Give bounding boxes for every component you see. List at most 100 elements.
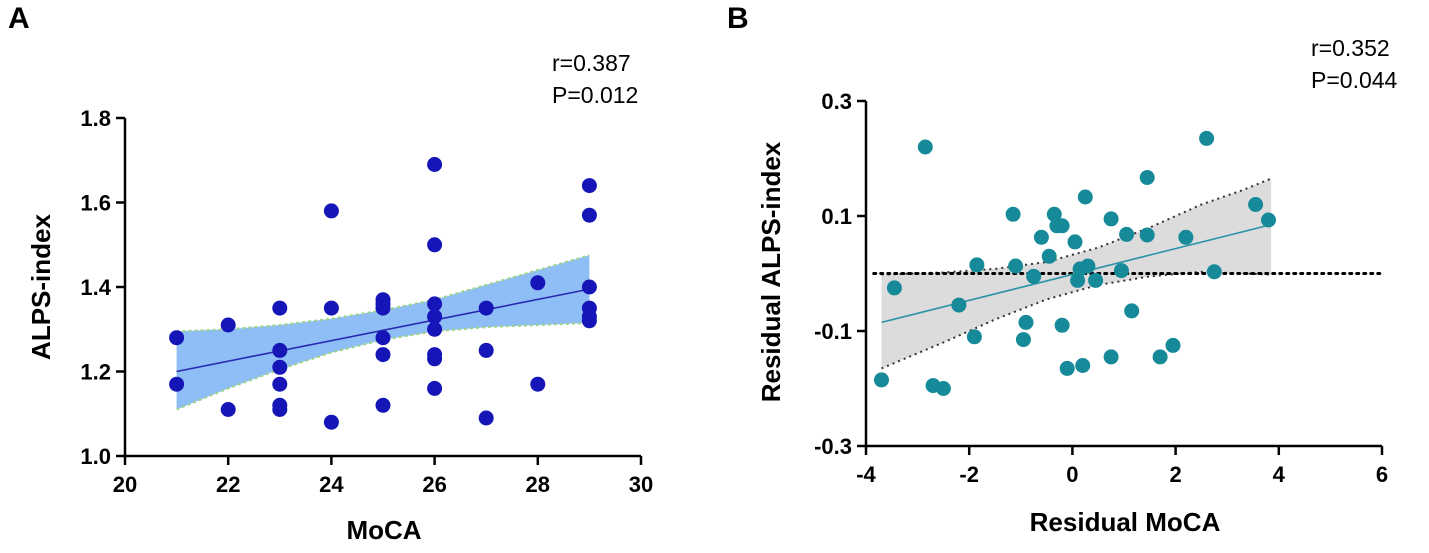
- panel-a-data-point: [272, 376, 288, 392]
- panel-a-data-point: [272, 359, 288, 375]
- panel-a-data-point: [427, 296, 443, 312]
- panel-b-data-point: [1088, 272, 1104, 288]
- panel-b: B -0.3 -0.1 0.1 0.3 -4 -2 0 2 4 6 r=0.352 P=0.044…: [727, 2, 1398, 537]
- panel-a-y-tick-label: 1.8: [80, 106, 111, 131]
- panel-b-y-axis-title: Residual ALPS-index: [756, 141, 786, 402]
- panel-b-data-point: [1261, 212, 1276, 228]
- panel-b-letter: B: [727, 2, 749, 35]
- panel-b-data-point: [1041, 248, 1057, 264]
- panel-b-data-point: [1113, 263, 1129, 279]
- panel-b-data-point: [886, 280, 902, 296]
- panel-a-x-tick-label: 30: [629, 472, 653, 497]
- panel-b-data-point: [1080, 258, 1096, 274]
- panel-b-data-point: [1054, 218, 1070, 234]
- panel-a-data-point: [581, 313, 597, 329]
- panel-b-y-tick-label: -0.3: [814, 434, 852, 459]
- panel-a-data-point: [272, 300, 288, 316]
- panel-b-x-tick-label: 2: [1169, 462, 1181, 487]
- panel-a-data-point: [581, 178, 597, 194]
- panel-a-data-point: [375, 347, 391, 363]
- panel-b-data-point: [917, 139, 933, 155]
- panel-b-y-tick-label: 0.1: [821, 204, 852, 229]
- panel-a-data-point: [375, 397, 391, 413]
- panel-a-band-upper-edge: [176, 254, 590, 333]
- panel-b-data-point: [966, 329, 982, 345]
- panel-a-data-point: [427, 309, 443, 325]
- panel-a-y-tick-label: 1.0: [80, 444, 111, 469]
- panel-a-data-point: [220, 317, 236, 333]
- panel-b-y-tick-label: 0.3: [821, 89, 852, 114]
- panel-a-data-point: [581, 207, 597, 223]
- panel-b-data-point: [1033, 229, 1049, 245]
- panel-a-x-tick-label: 28: [526, 472, 550, 497]
- panel-a-x-tick-label: 20: [113, 472, 137, 497]
- panel-b-data-point: [1026, 268, 1042, 284]
- panel-a-data-point: [427, 237, 443, 253]
- panel-b-data-point: [1054, 317, 1070, 333]
- panel-b-data-point: [951, 297, 967, 313]
- panel-b-data-point: [1103, 211, 1119, 227]
- panel-b-band-lower-edge: [881, 270, 1272, 370]
- panel-b-data-point: [1119, 226, 1135, 242]
- panel-a: A 1.0 1.2 1.4 1.6 1.8 20 22 24 26 28 30 r=0.387 P=…: [8, 2, 653, 545]
- panel-a-data-point: [427, 157, 443, 172]
- panel-b-data-point: [1005, 206, 1021, 222]
- panel-a-data-point: [427, 321, 443, 337]
- panel-b-data-point: [1139, 227, 1155, 243]
- panel-a-data-point: [169, 376, 185, 392]
- panel-b-y-tick-label: -0.1: [814, 319, 852, 344]
- panel-b-r-value: r=0.352: [1311, 35, 1390, 61]
- panel-a-data-point: [581, 279, 597, 295]
- panel-a-x-tick-label: 22: [216, 472, 240, 497]
- panel-b-data-point: [1015, 332, 1031, 348]
- panel-b-data-point: [1018, 314, 1034, 330]
- panel-a-data-point: [427, 380, 443, 396]
- panel-b-data-point: [1103, 349, 1119, 365]
- panel-b-data-point: [1248, 197, 1264, 212]
- panel-b-data-point: [1124, 303, 1140, 319]
- panel-a-data-point: [169, 330, 185, 346]
- panel-b-data-point: [969, 257, 985, 273]
- panel-b-data-point: [1165, 337, 1181, 353]
- panel-a-y-tick-label: 1.4: [80, 275, 111, 300]
- panel-a-data-point: [323, 414, 339, 430]
- panel-a-data-point: [272, 402, 288, 417]
- panel-a-data-point: [427, 351, 443, 367]
- panel-a-x-tick-label: 24: [319, 472, 344, 497]
- panel-a-data-point: [323, 300, 339, 316]
- panel-b-data-point: [1077, 189, 1093, 205]
- panel-a-p-value: P=0.012: [552, 82, 638, 108]
- panel-b-data-point: [1008, 258, 1024, 274]
- panel-b-data-point: [1178, 229, 1194, 245]
- panel-b-data-point: [1075, 358, 1091, 373]
- panel-b-data-point: [1059, 360, 1075, 376]
- panel-a-data-point: [272, 342, 288, 358]
- panel-b-data-point: [1139, 170, 1155, 185]
- panel-a-data-point: [478, 410, 494, 426]
- panel-b-data-point: [935, 381, 951, 396]
- panel-a-data-point: [323, 203, 339, 219]
- panel-b-data-point: [1199, 130, 1215, 146]
- panel-b-p-value: P=0.044: [1311, 67, 1398, 93]
- panel-a-data-point: [530, 376, 546, 392]
- panel-b-band-upper-edge: [881, 177, 1272, 276]
- panel-b-data-point: [1206, 264, 1222, 280]
- panel-a-data-point: [220, 402, 236, 417]
- panel-b-x-tick-label: 0: [1066, 462, 1078, 487]
- panel-b-data-point: [1046, 206, 1062, 222]
- panel-b-data-point: [874, 372, 889, 388]
- panel-b-data-point: [1067, 234, 1083, 250]
- panel-a-data-point: [530, 275, 546, 291]
- panel-a-x-axis-title: MoCA: [346, 515, 421, 545]
- panel-a-data-point: [375, 330, 391, 346]
- panel-b-x-tick-label: 4: [1273, 462, 1286, 487]
- panel-a-data-point: [478, 300, 494, 316]
- panel-b-data-point: [1152, 349, 1168, 365]
- panel-b-data-point: [1070, 272, 1086, 288]
- panel-b-x-tick-label: 6: [1376, 462, 1388, 487]
- panel-a-y-axis-title: ALPS-index: [26, 214, 56, 360]
- panel-a-r-value: r=0.387: [552, 50, 631, 76]
- panel-a-x-tick-label: 26: [422, 472, 446, 497]
- panel-a-y-tick-label: 1.2: [80, 360, 111, 385]
